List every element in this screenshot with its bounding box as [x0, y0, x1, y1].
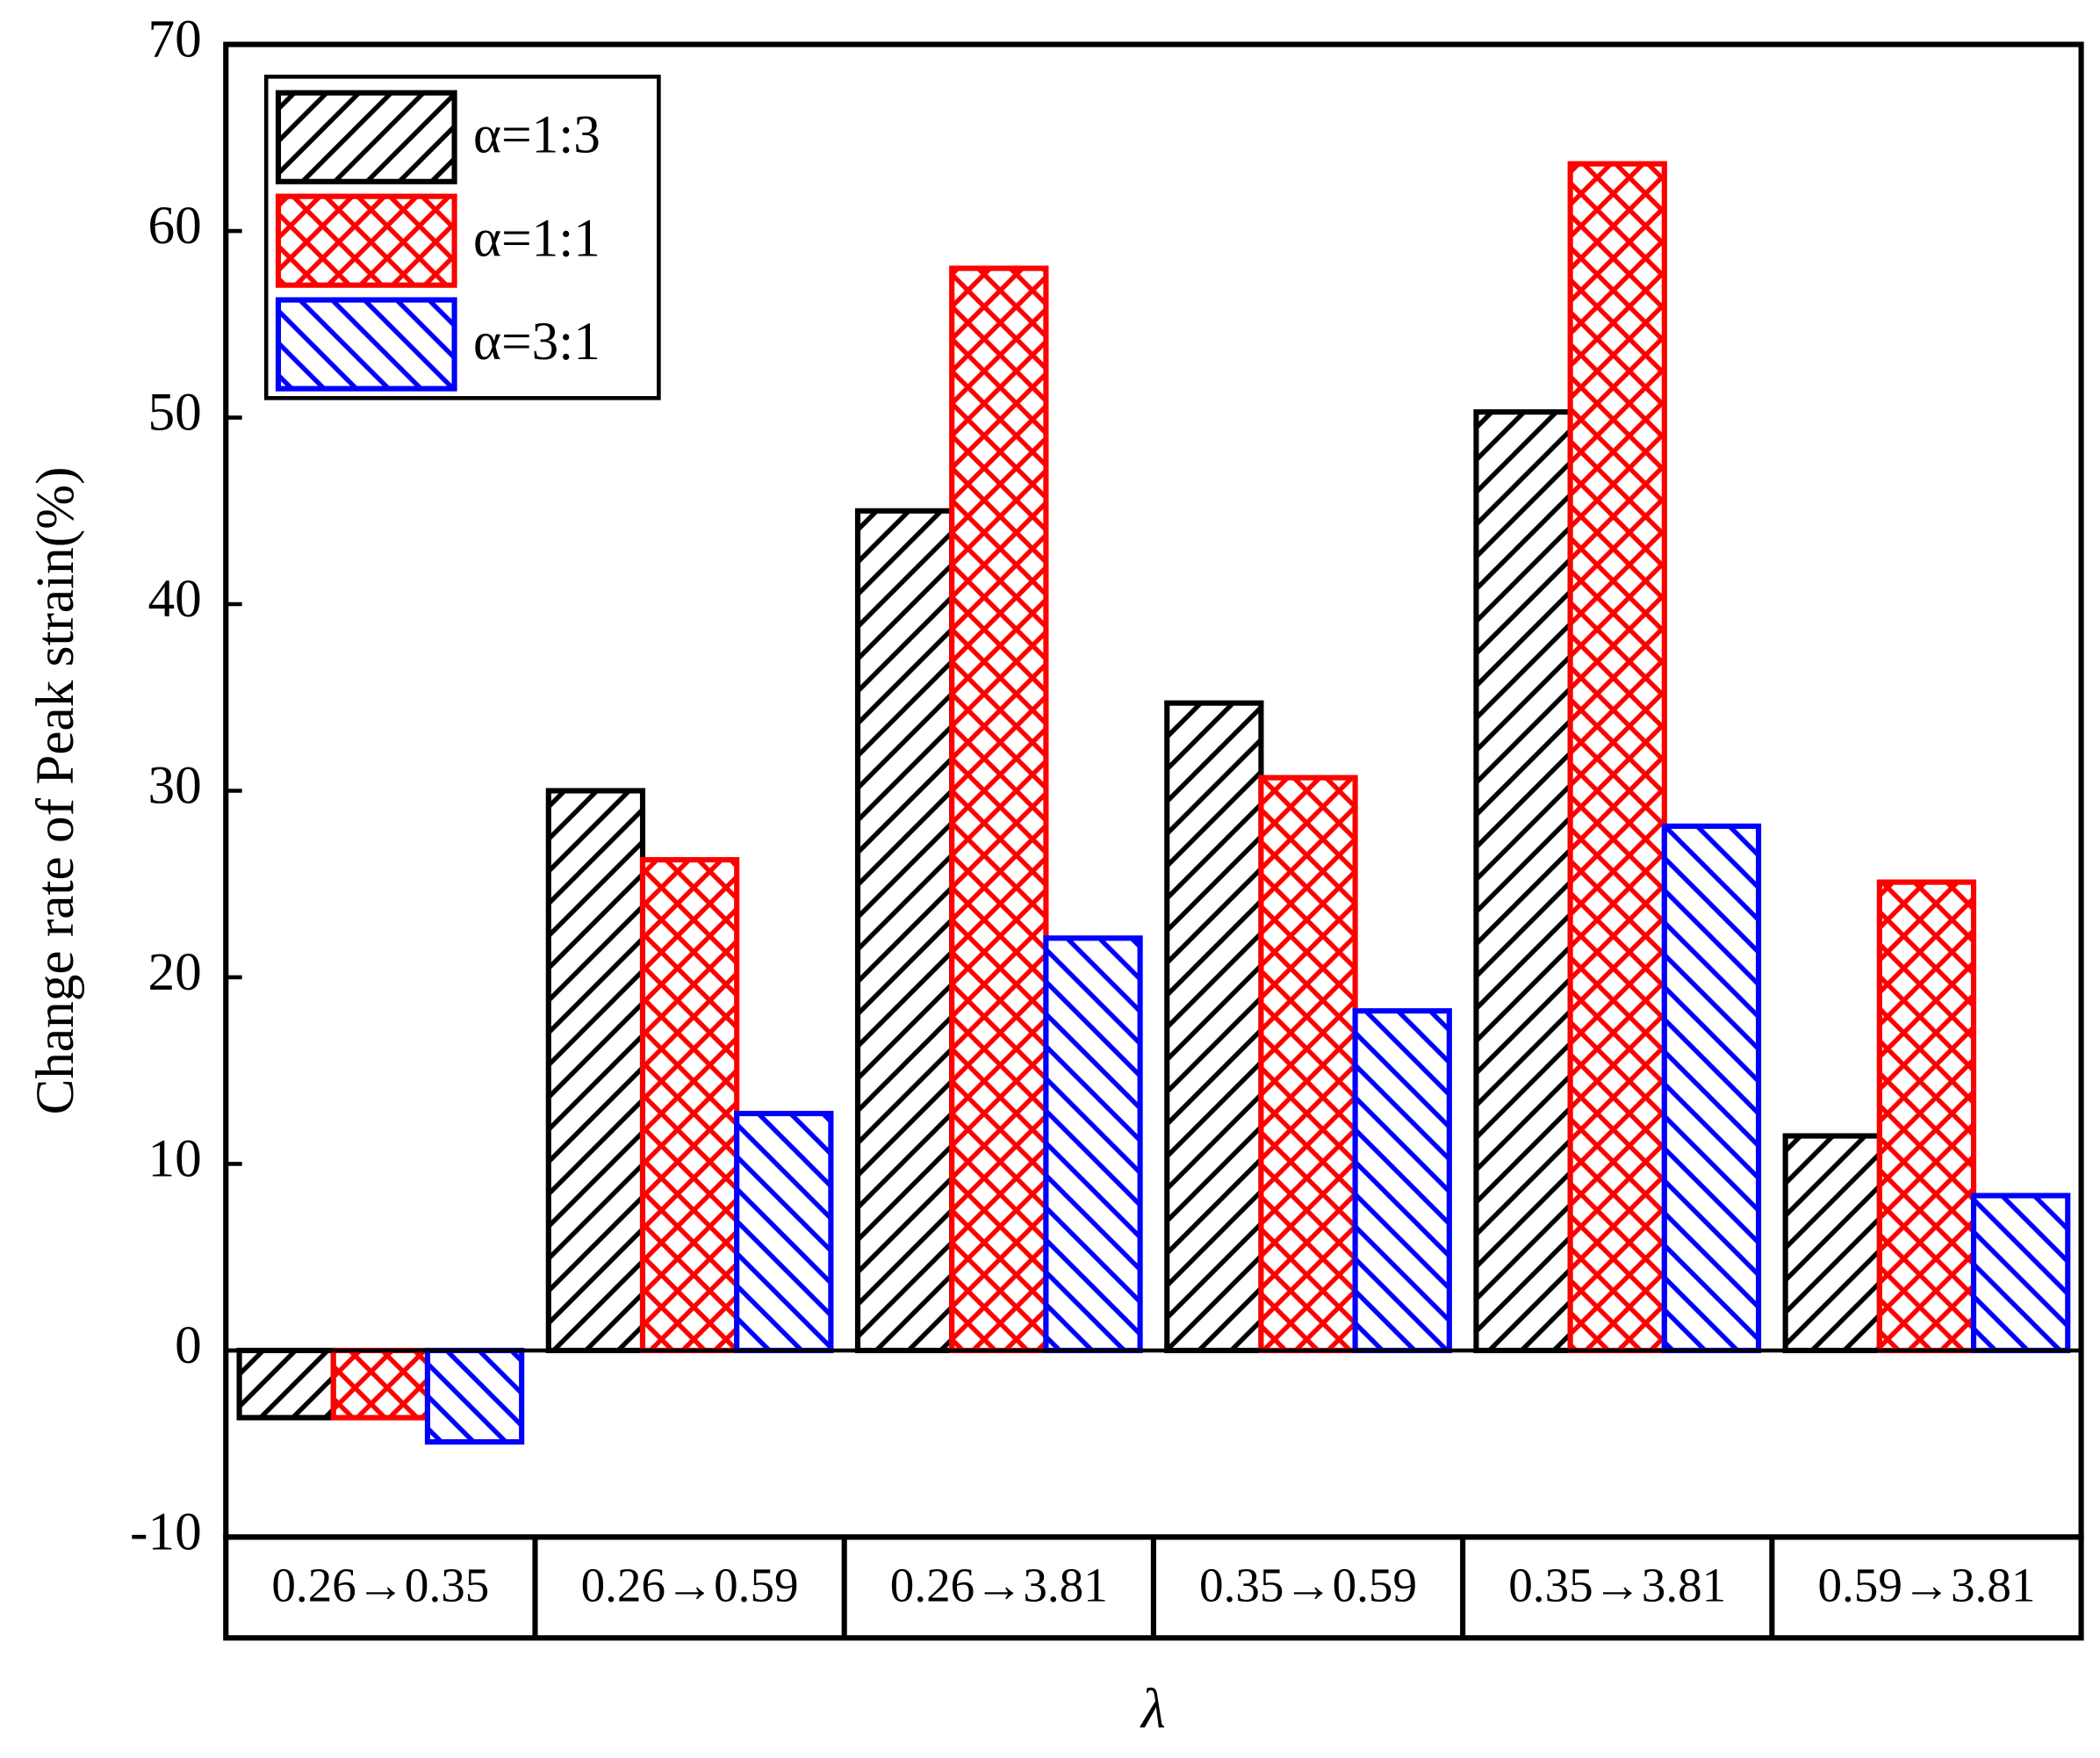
y-tick-label: 40 — [147, 569, 201, 629]
bar — [949, 265, 1049, 1353]
legend-label: α=1:1 — [473, 208, 601, 268]
bar — [639, 857, 740, 1353]
bar — [1258, 775, 1358, 1353]
x-axis-label: λ — [1140, 1677, 1166, 1740]
x-tick-label: 0.26→3.81 — [890, 1559, 1108, 1612]
bar — [330, 1347, 431, 1421]
bar — [1782, 1133, 1882, 1353]
y-tick-label: 20 — [147, 942, 201, 1002]
legend-label: α=3:1 — [473, 312, 601, 371]
bar — [1876, 879, 1977, 1353]
bar — [236, 1347, 336, 1421]
y-axis-label: Change rate of Peak strain(%) — [25, 466, 85, 1114]
legend-swatch — [275, 193, 457, 288]
y-tick-label: -10 — [130, 1502, 202, 1561]
bar — [1567, 161, 1667, 1353]
y-tick-label: 60 — [147, 196, 201, 256]
bar — [1473, 409, 1573, 1353]
bar — [1661, 823, 1762, 1353]
bar — [545, 788, 646, 1353]
x-tick-label: 0.26→0.59 — [581, 1559, 799, 1612]
y-tick-label: 30 — [147, 756, 201, 816]
x-tick-label: 0.26→0.35 — [271, 1559, 489, 1612]
bar — [1970, 1192, 2071, 1353]
legend-swatch — [275, 297, 457, 392]
category-frame — [223, 1534, 2084, 1641]
y-tick-label: 50 — [147, 383, 201, 443]
x-tick-label: 0.59→3.81 — [1817, 1559, 2035, 1612]
bar — [734, 1111, 834, 1353]
bar — [854, 508, 955, 1353]
x-tick-label: 0.35→3.81 — [1508, 1559, 1726, 1612]
y-tick-label: 70 — [147, 10, 201, 69]
legend-swatch — [275, 90, 457, 184]
legend-label: α=1:3 — [473, 104, 601, 164]
bar — [1043, 935, 1143, 1353]
bar — [1164, 700, 1264, 1353]
x-tick-label: 0.35→0.59 — [1199, 1559, 1417, 1612]
y-tick-label: 10 — [147, 1129, 201, 1189]
y-tick-label: 0 — [175, 1315, 202, 1375]
bar — [424, 1347, 525, 1445]
bar — [1352, 1008, 1452, 1353]
